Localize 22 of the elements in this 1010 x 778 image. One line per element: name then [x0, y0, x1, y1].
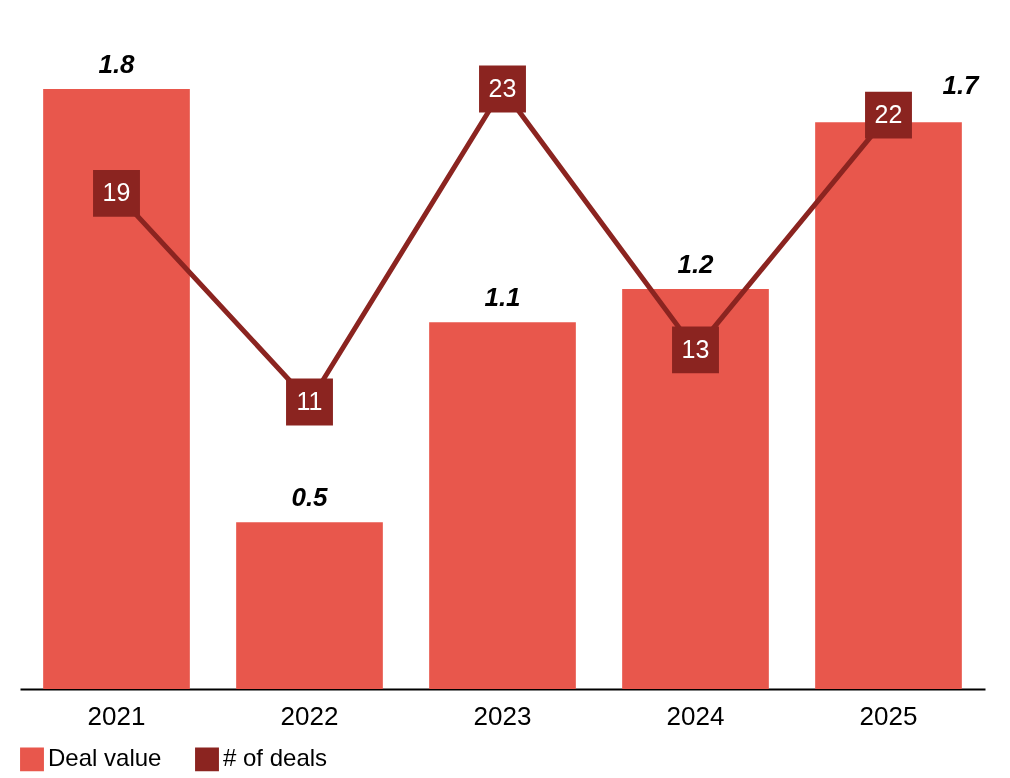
bar: [43, 89, 190, 689]
x-tick-label: 2025: [859, 700, 918, 731]
bar: [622, 289, 769, 689]
bar: [236, 522, 383, 689]
data-label: 13: [681, 334, 710, 363]
data-label: 0.5: [291, 482, 329, 513]
data-label: 11: [296, 387, 323, 416]
data-label: 19: [102, 178, 131, 207]
legend-label: # of deals: [223, 744, 328, 772]
data-label: 23: [488, 74, 517, 102]
data-label: 22: [874, 100, 903, 129]
legend-label: Deal value: [48, 744, 162, 772]
data-label: 1.7: [942, 70, 981, 101]
bar: [815, 122, 962, 689]
x-tick-label: 2023: [473, 700, 532, 731]
data-label: 1.2: [677, 249, 715, 279]
x-tick-label: 2024: [666, 700, 725, 731]
data-label: 1.8: [98, 49, 136, 79]
data-label: 1.1: [484, 282, 521, 313]
x-tick-label: 2022: [280, 700, 339, 731]
x-tick-label: 2021: [87, 700, 146, 731]
bar: [429, 322, 576, 689]
